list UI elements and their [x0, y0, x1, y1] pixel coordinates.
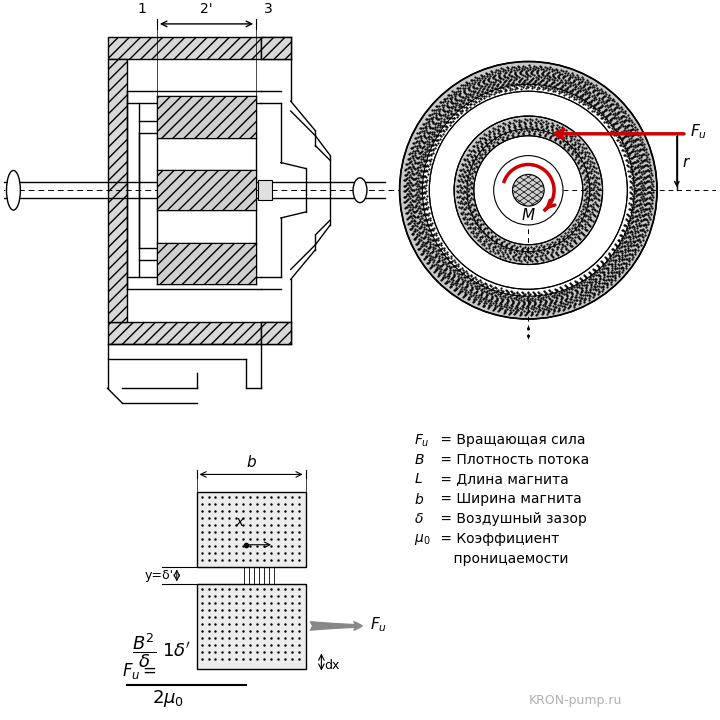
Text: = Вращающая сила: = Вращающая сила [436, 433, 586, 447]
Bar [197, 492, 305, 567]
Text: y=δ': y=δ' [145, 569, 174, 582]
Bar [107, 322, 261, 343]
Bar [157, 171, 256, 210]
Text: $b$: $b$ [415, 492, 425, 508]
Bar [258, 180, 272, 200]
Bar [157, 96, 256, 138]
Text: $\dfrac{B^2}{\delta}$ $1\delta'$: $\dfrac{B^2}{\delta}$ $1\delta'$ [132, 631, 192, 670]
Bar [261, 322, 291, 343]
Bar [261, 37, 291, 58]
Text: b: b [246, 456, 256, 470]
Text: $2\mu_0$: $2\mu_0$ [152, 688, 184, 709]
Text: 3: 3 [264, 2, 272, 16]
Circle shape [494, 156, 563, 225]
Text: KRON-pump.ru: KRON-pump.ru [528, 693, 621, 707]
Wedge shape [429, 91, 627, 289]
Text: $\mu_0$: $\mu_0$ [415, 532, 431, 547]
Bar [107, 58, 127, 322]
Text: $F_u$: $F_u$ [690, 122, 707, 141]
Text: 2': 2' [200, 2, 213, 16]
Text: dx: dx [324, 659, 340, 672]
Bar [157, 243, 256, 284]
Circle shape [513, 174, 544, 206]
Text: проницаемости: проницаемости [436, 552, 569, 566]
Text: $B$: $B$ [415, 453, 425, 467]
Text: $F_u$: $F_u$ [370, 616, 387, 634]
Ellipse shape [353, 178, 367, 202]
Text: $F_u$: $F_u$ [415, 433, 430, 449]
Text: $L$: $L$ [415, 472, 423, 487]
Text: = Ширина магнита: = Ширина магнита [436, 492, 582, 506]
Wedge shape [423, 84, 634, 296]
Text: $F_u=$: $F_u=$ [122, 660, 157, 680]
Text: 1: 1 [138, 2, 147, 16]
Text: = Плотность потока: = Плотность потока [436, 453, 590, 467]
Ellipse shape [6, 171, 20, 210]
Text: = Воздушный зазор: = Воздушный зазор [436, 512, 587, 526]
Wedge shape [400, 61, 657, 319]
Wedge shape [454, 116, 603, 264]
Text: = Коэффициент: = Коэффициент [436, 532, 559, 546]
Text: $\delta$: $\delta$ [415, 512, 424, 526]
Text: = Длина магнита: = Длина магнита [436, 472, 569, 487]
Bar [107, 37, 261, 58]
Text: M: M [522, 209, 535, 223]
Text: x: x [235, 515, 243, 529]
Text: r: r [683, 155, 689, 169]
Bar [197, 585, 305, 668]
